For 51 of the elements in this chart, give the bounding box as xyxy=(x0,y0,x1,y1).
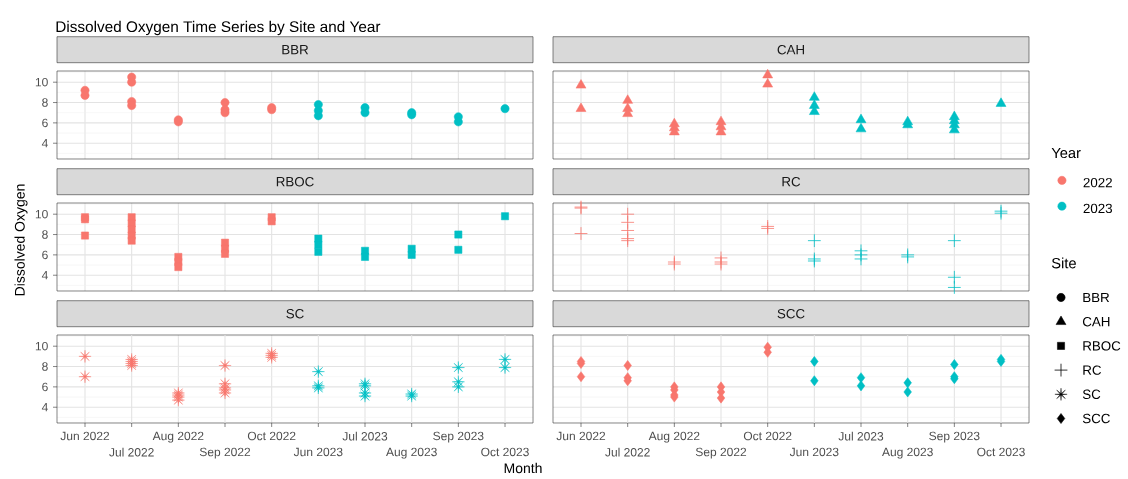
x-tick-label: Oct 2022 xyxy=(247,431,296,441)
x-tick-label: Jul 2023 xyxy=(838,431,884,441)
y-tick-label: 4 xyxy=(41,139,48,148)
x-tick-label: Aug 2022 xyxy=(648,431,700,443)
y-tick-label: 10 xyxy=(35,77,48,87)
x-tick-label: Aug 2023 xyxy=(882,447,933,459)
legend-title: Year xyxy=(1051,147,1081,159)
x-tick-label: Jul 2022 xyxy=(109,447,154,457)
y-tick-label: 8 xyxy=(42,362,48,371)
x-tick-label: Jul 2022 xyxy=(605,447,650,457)
chart-title: CAH xyxy=(777,44,805,55)
y-tick-label: 8 xyxy=(42,230,48,239)
legend-label: 2023 xyxy=(1083,203,1112,214)
legend-label: CAH xyxy=(1082,316,1110,327)
x-tick-label: Aug 2023 xyxy=(386,447,437,459)
legend-label: SCC xyxy=(1082,413,1110,424)
y-tick-label: 10 xyxy=(35,209,48,219)
y-tick-label: 6 xyxy=(42,118,48,128)
x-tick-label: Jun 2023 xyxy=(789,447,839,457)
y-tick-label: 6 xyxy=(42,250,48,260)
x-tick-label: Oct 2022 xyxy=(743,431,792,441)
y-tick-label: 10 xyxy=(35,341,48,351)
chart-title: BBR xyxy=(282,45,309,55)
chart-title: RBOC xyxy=(276,176,314,187)
y-tick-label: 4 xyxy=(41,403,48,412)
x-tick-label: Oct 2023 xyxy=(481,447,529,457)
x-tick-label: Jul 2023 xyxy=(342,431,388,441)
y-tick-label: 6 xyxy=(42,382,48,392)
legend-label: RC xyxy=(1083,365,1102,375)
x-tick-label: Jun 2022 xyxy=(556,431,606,441)
text: Dissolved Oxygen Time Series by Site and Year xyxy=(56,20,381,36)
y-tick-label: 4 xyxy=(41,271,48,280)
chart-title: SCC xyxy=(777,308,805,319)
legend-title: Site xyxy=(1051,257,1076,269)
x-tick-label: Sep 2023 xyxy=(929,431,980,443)
x-tick-label: Aug 2022 xyxy=(152,431,204,443)
text: Dissolved Oxygen xyxy=(14,184,28,296)
legend-label: 2022 xyxy=(1083,177,1112,188)
legend-label: SC xyxy=(1082,389,1101,400)
chart-title: SC xyxy=(286,308,304,319)
x-tick-label: Sep 2022 xyxy=(695,447,747,459)
x-tick-label: Sep 2022 xyxy=(199,447,251,459)
text: Month xyxy=(504,462,542,474)
chart-title: RC xyxy=(782,176,801,187)
x-tick-label: Jun 2023 xyxy=(293,447,343,457)
x-tick-label: Oct 2023 xyxy=(977,447,1025,457)
legend-label: RBOC xyxy=(1083,341,1121,351)
x-tick-label: Jun 2022 xyxy=(60,431,110,441)
y-tick-label: 8 xyxy=(42,98,48,107)
x-tick-label: Sep 2023 xyxy=(433,431,484,443)
legend-label: BBR xyxy=(1083,292,1110,303)
